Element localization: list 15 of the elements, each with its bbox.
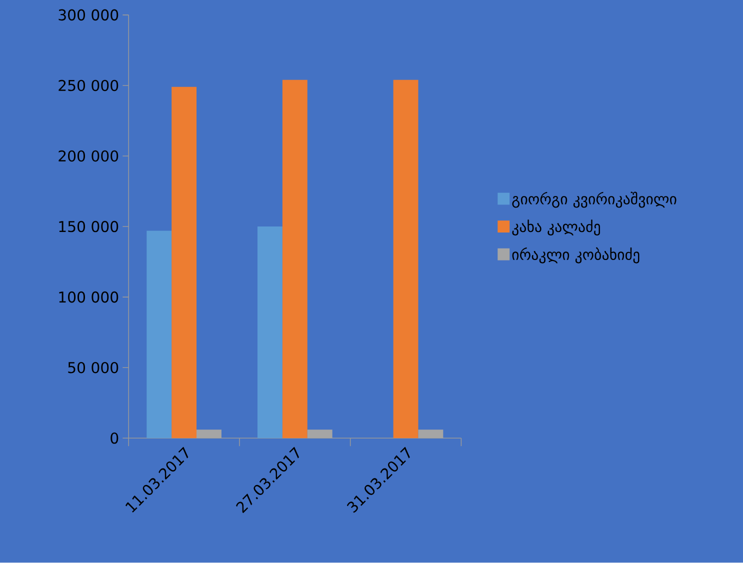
y-tick-label: 0	[110, 432, 118, 444]
legend-label: კახა კალაძე	[512, 220, 600, 236]
legend-label: ირაკლი კობახიძე	[512, 248, 640, 264]
bar	[257, 226, 282, 438]
bar	[172, 87, 197, 438]
bar	[393, 80, 418, 438]
bar	[282, 80, 308, 438]
y-tick-label: 200 000	[58, 150, 118, 162]
y-tick-label: 300 000	[58, 10, 118, 21]
y-tick-label: 100 000	[59, 292, 118, 303]
legend-label: გიორგი კვირიკაშვილი	[512, 192, 676, 208]
bar	[146, 230, 172, 438]
y-tick-label: 250 000	[58, 80, 118, 92]
y-tick-label: 50 000	[68, 362, 118, 374]
y-tick-label: 150 000	[59, 221, 118, 232]
